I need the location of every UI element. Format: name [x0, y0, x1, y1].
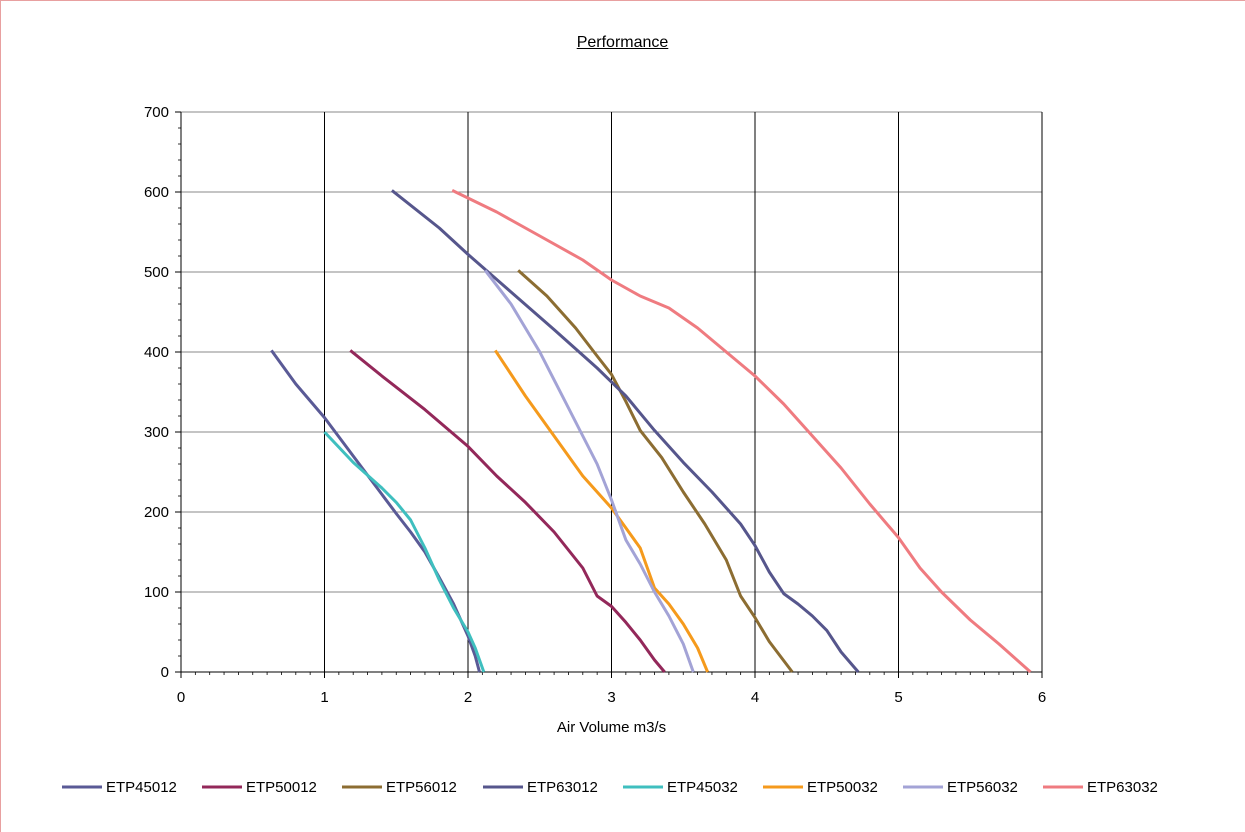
y-tick-label: 200: [144, 504, 169, 521]
legend-label: ETP45032: [667, 779, 738, 796]
legend-label: ETP56032: [947, 779, 1018, 796]
y-tick-label: 300: [144, 424, 169, 441]
x-axis-title: Air Volume m3/s: [557, 719, 666, 736]
series-line-etp45032: [323, 430, 486, 673]
legend-label: ETP45012: [106, 779, 177, 796]
y-tick-label: 400: [144, 344, 169, 361]
y-tick-label: 700: [144, 104, 169, 121]
legend-label: ETP50032: [807, 779, 878, 796]
series-line-etp56032: [484, 269, 695, 673]
x-tick-label: 2: [464, 689, 472, 706]
x-tick-label: 0: [177, 689, 185, 706]
legend-label: ETP63012: [527, 779, 598, 796]
series-line-etp45012: [270, 349, 481, 673]
legend-label: ETP56012: [386, 779, 457, 796]
x-tick-label: 5: [894, 689, 902, 706]
y-tick-label: 600: [144, 184, 169, 201]
legend: ETP45012 ETP50012 ETP56012 ETP63012 ETP45032…: [62, 779, 1158, 796]
legend-label: ETP63032: [1087, 779, 1158, 796]
y-tick-label: 500: [144, 264, 169, 281]
x-tick-label: 6: [1038, 689, 1046, 706]
x-tick-label: 1: [320, 689, 328, 706]
legend-label: ETP50012: [246, 779, 317, 796]
series-line-etp63032: [451, 189, 1032, 674]
series-line-etp63012: [390, 189, 860, 673]
y-tick-label: 0: [161, 664, 169, 681]
series-line-etp56012: [517, 269, 794, 673]
series-line-etp50032: [494, 349, 709, 673]
chart-title: Performance: [576, 34, 669, 51]
series-line-etp50012: [349, 349, 666, 673]
y-tick-label: 100: [144, 584, 169, 601]
x-tick-label: 4: [751, 689, 759, 706]
x-tick-label: 3: [607, 689, 615, 706]
